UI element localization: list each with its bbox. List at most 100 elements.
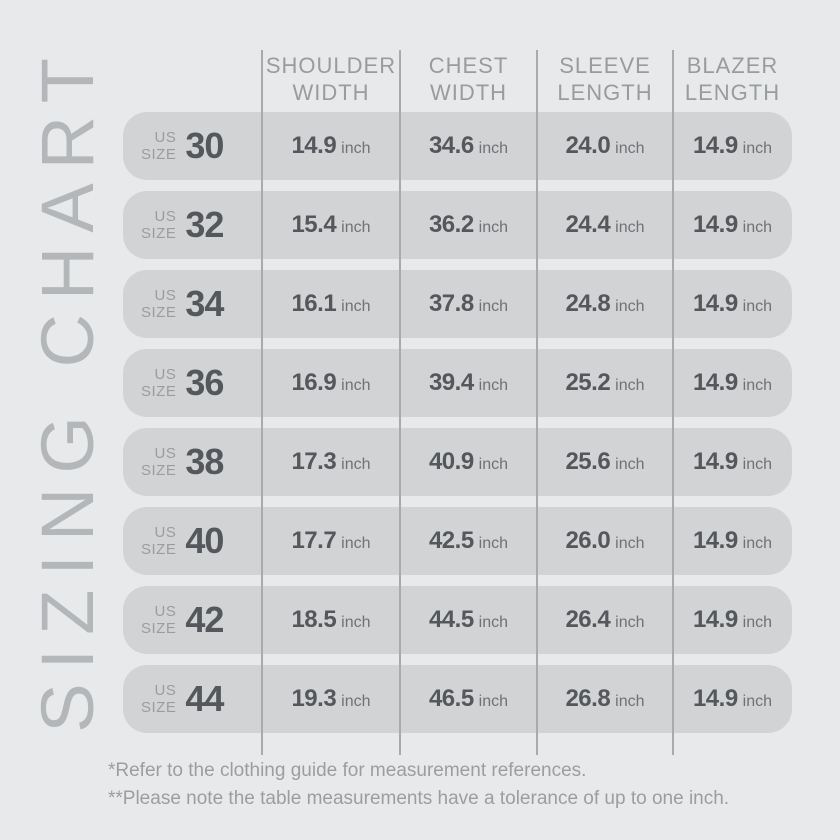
measurement-value: 24.4 <box>565 211 611 238</box>
unit-label: inch <box>742 377 773 394</box>
us-size-label: US SIZE <box>141 603 176 637</box>
size-row-38: US SIZE 38 17.3 inch 40.9 inch 25.6 inch 14… <box>123 428 792 496</box>
size-number: 30 <box>185 125 224 166</box>
chest-width-cell: 34.6 inch <box>400 132 537 160</box>
column-header-line: SLEEVE <box>559 53 651 78</box>
measurement-value: 37.8 <box>428 290 474 317</box>
table-header-row: SHOULDER WIDTH CHEST WIDTH SLEEVE LENGTH… <box>123 47 792 112</box>
footnotes: *Refer to the clothing guide for measure… <box>108 757 729 813</box>
size-row-30: US SIZE 30 14.9 inch 34.6 inch 24.0 inch 14… <box>123 112 792 180</box>
measurement-value: 26.0 <box>565 527 611 554</box>
chest-width-cell: 36.2 inch <box>400 211 537 239</box>
unit-label: inch <box>341 219 371 236</box>
unit-label: inch <box>615 614 645 631</box>
blazer-length-cell: 14.9 inch <box>673 606 792 634</box>
us-size-label: US SIZE <box>141 682 176 716</box>
shoulder-width-cell: 14.9 inch <box>262 132 400 160</box>
us-size-label: US SIZE <box>141 208 176 242</box>
unit-label: inch <box>615 693 645 710</box>
unit-label: inch <box>341 693 371 710</box>
measurement-value: 26.8 <box>565 685 611 712</box>
unit-label: inch <box>742 456 773 473</box>
measurement-value: 16.9 <box>291 369 337 396</box>
measurement-value: 14.9 <box>692 448 738 475</box>
shoulder-width-cell: 17.7 inch <box>262 527 400 555</box>
size-cell: US SIZE 40 <box>123 520 262 562</box>
measurement-value: 17.3 <box>291 448 337 475</box>
us-size-label: US SIZE <box>141 287 176 321</box>
column-header-line: LENGTH <box>557 80 653 105</box>
blazer-length-cell: 14.9 inch <box>673 290 792 318</box>
column-header-line: LENGTH <box>684 80 781 105</box>
column-header-blazer-length: BLAZER LENGTH <box>673 47 792 112</box>
size-row-42: US SIZE 42 18.5 inch 44.5 inch 26.4 inch 14… <box>123 586 792 654</box>
us-size-label: US SIZE <box>141 129 176 163</box>
size-cell: US SIZE 34 <box>123 283 262 325</box>
blazer-length-cell: 14.9 inch <box>673 132 792 160</box>
us-size-label: US SIZE <box>141 445 176 479</box>
sleeve-length-cell: 25.2 inch <box>537 369 673 397</box>
measurement-value: 17.7 <box>291 527 337 554</box>
measurement-value: 14.9 <box>692 369 738 396</box>
unit-label: inch <box>341 456 371 473</box>
unit-label: inch <box>742 140 773 157</box>
size-label: SIZE <box>141 225 177 242</box>
unit-label: inch <box>341 614 371 631</box>
measurement-value: 14.9 <box>692 685 738 712</box>
size-cell: US SIZE 44 <box>123 678 262 720</box>
measurement-value: 14.9 <box>692 527 738 554</box>
size-number: 36 <box>185 362 224 403</box>
blazer-length-cell: 14.9 inch <box>673 685 792 713</box>
measurement-value: 42.5 <box>428 527 474 554</box>
size-cell: US SIZE 32 <box>123 204 262 246</box>
size-label: SIZE <box>141 541 177 558</box>
unit-label: inch <box>341 140 371 157</box>
unit-label: inch <box>742 219 773 236</box>
chest-width-cell: 40.9 inch <box>400 448 537 476</box>
blazer-length-cell: 14.9 inch <box>673 211 792 239</box>
us-label: US <box>154 603 177 620</box>
unit-label: inch <box>615 456 645 473</box>
size-number: 40 <box>185 520 224 561</box>
unit-label: inch <box>478 219 509 236</box>
column-header-line: WIDTH <box>429 80 508 105</box>
blazer-length-cell: 14.9 inch <box>673 448 792 476</box>
measurement-value: 24.8 <box>565 290 611 317</box>
size-label: SIZE <box>141 146 177 163</box>
measurement-value: 15.4 <box>291 211 337 238</box>
sleeve-length-cell: 25.6 inch <box>537 448 673 476</box>
size-number: 42 <box>185 599 224 640</box>
measurement-value: 36.2 <box>428 211 474 238</box>
sizing-table: SHOULDER WIDTH CHEST WIDTH SLEEVE LENGTH… <box>123 47 792 744</box>
column-header-chest-width: CHEST WIDTH <box>400 47 537 112</box>
size-row-32: US SIZE 32 15.4 inch 36.2 inch 24.4 inch 14… <box>123 191 792 259</box>
unit-label: inch <box>742 614 773 631</box>
unit-label: inch <box>615 219 645 236</box>
chest-width-cell: 39.4 inch <box>400 369 537 397</box>
size-row-34: US SIZE 34 16.1 inch 37.8 inch 24.8 inch 14… <box>123 270 792 338</box>
measurement-value: 25.2 <box>565 369 611 396</box>
footnote-reference: *Refer to the clothing guide for measure… <box>108 760 587 781</box>
measurement-value: 26.4 <box>565 606 611 633</box>
size-cell: US SIZE 38 <box>123 441 262 483</box>
measurement-value: 14.9 <box>692 290 738 317</box>
unit-label: inch <box>742 535 773 552</box>
measurement-value: 14.9 <box>692 606 738 633</box>
unit-label: inch <box>478 614 509 631</box>
us-label: US <box>154 287 177 304</box>
unit-label: inch <box>615 140 645 157</box>
size-label: SIZE <box>141 620 177 637</box>
measurement-value: 25.6 <box>565 448 611 475</box>
column-header-sleeve-length: SLEEVE LENGTH <box>537 47 673 112</box>
us-label: US <box>154 129 177 146</box>
size-number: 44 <box>185 678 224 719</box>
size-label: SIZE <box>141 304 177 321</box>
size-number: 38 <box>185 441 224 482</box>
sleeve-length-cell: 26.8 inch <box>537 685 673 713</box>
page-title: SIZING CHART <box>26 43 109 733</box>
measurement-value: 39.4 <box>428 369 474 396</box>
shoulder-width-cell: 16.9 inch <box>262 369 400 397</box>
size-row-40: US SIZE 40 17.7 inch 42.5 inch 26.0 inch 14… <box>123 507 792 575</box>
size-label: SIZE <box>141 462 177 479</box>
blazer-length-cell: 14.9 inch <box>673 527 792 555</box>
